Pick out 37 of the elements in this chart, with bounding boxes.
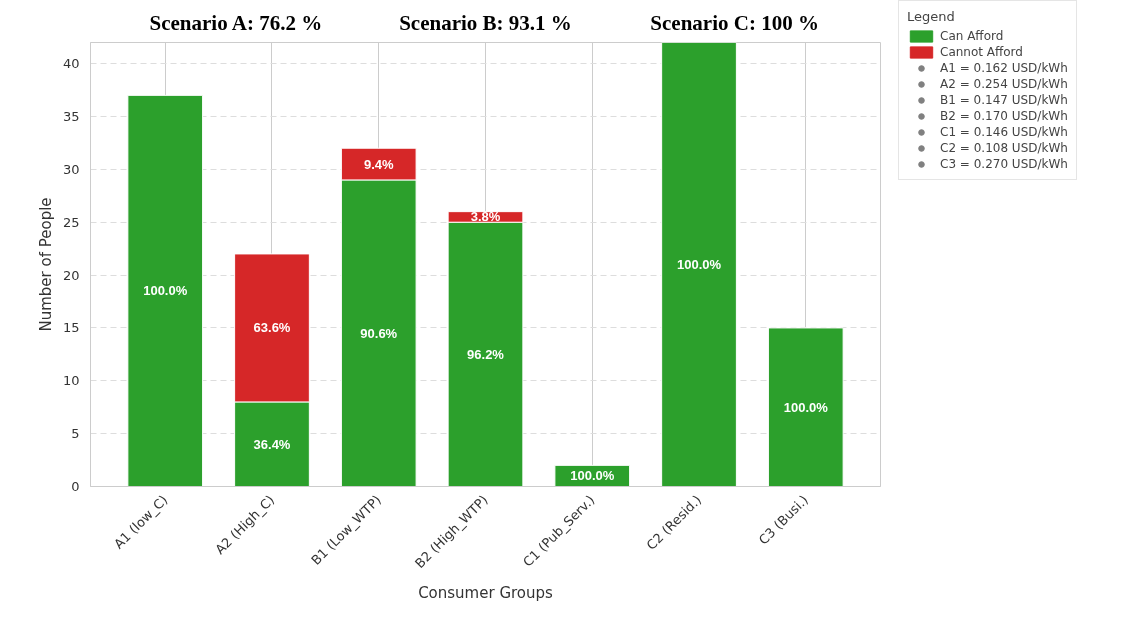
legend-title: Legend — [907, 9, 956, 24]
y-tick-label: 30 — [62, 161, 80, 177]
legend-label: C3 = 0.270 USD/kWh — [940, 157, 1068, 171]
bar — [127, 94, 204, 487]
annotation: 96.2% — [467, 346, 505, 362]
bar — [661, 42, 737, 487]
text: Scenario C: 100 % — [650, 10, 819, 35]
annotation: 100.0% — [143, 283, 188, 299]
text: Scenario B: 93.1 % — [399, 10, 572, 35]
y-tick-label: 10 — [62, 373, 80, 389]
legend-label: A2 = 0.254 USD/kWh — [940, 77, 1068, 91]
legend-label: A1 = 0.162 USD/kWh — [940, 61, 1068, 75]
y-tick-label: 20 — [62, 267, 80, 283]
legend-label: C2 = 0.108 USD/kWh — [940, 141, 1068, 155]
y-tick-label: 25 — [62, 214, 80, 230]
annotation: 90.6% — [360, 325, 398, 341]
annotation: 100.0% — [570, 468, 615, 484]
y-tick-label: 5 — [71, 426, 80, 442]
legend-label: B2 = 0.170 USD/kWh — [940, 109, 1068, 123]
y-tick-label: 15 — [62, 320, 80, 336]
y-tick-label: 35 — [62, 109, 80, 124]
text: Scenario A: 76.2 % — [149, 10, 323, 35]
legend-label: B1 = 0.147 USD/kWh — [940, 93, 1068, 107]
y-tick-label: 40 — [62, 56, 80, 72]
x-axis-title: Consumer Groups — [418, 584, 554, 603]
legend-label: Can Afford — [940, 29, 1004, 43]
bar — [767, 327, 844, 487]
annotation: 63.6% — [253, 320, 291, 336]
y-tick-label: 0 — [71, 479, 80, 494]
annotation: 100.0% — [783, 399, 829, 415]
annotation: 3.8% — [470, 209, 501, 225]
legend-label: Cannot Afford — [940, 45, 1023, 59]
annotation: 9.4% — [363, 156, 394, 172]
annotation: 100.0% — [676, 257, 722, 272]
legend-label: C1 = 0.146 USD/kWh — [940, 125, 1068, 139]
annotation: 36.4% — [253, 436, 291, 452]
y-axis-title: Number of People — [36, 197, 55, 332]
